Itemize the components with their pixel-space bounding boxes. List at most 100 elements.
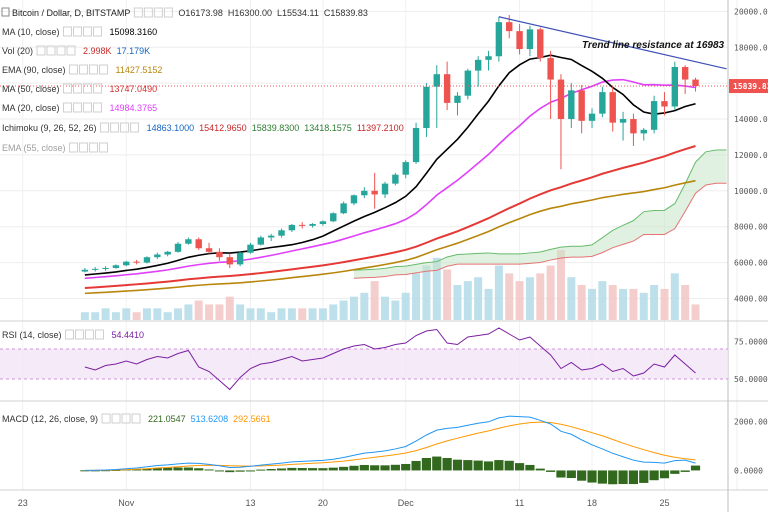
cloud-area: [353, 149, 727, 279]
candle-body: [205, 248, 213, 252]
date-tick-label: Nov: [118, 498, 135, 508]
volume-bar: [80, 312, 89, 320]
indicator-value: 11427.5152: [116, 65, 163, 75]
volume-bar: [153, 308, 162, 320]
volume-bar: [639, 292, 648, 320]
macd-histogram-bar: [680, 470, 690, 472]
volume-bar: [122, 308, 131, 320]
trend-line: [0, 16, 728, 87]
volume-bar: [163, 312, 172, 320]
candle-body: [537, 29, 544, 59]
candle-body: [278, 230, 285, 236]
volume-bar: [142, 308, 151, 320]
control-box: [100, 122, 110, 133]
macd-histogram-bar: [442, 457, 452, 471]
control-box: [101, 413, 111, 424]
volume-bar: [629, 288, 638, 320]
ema-90-line: [84, 179, 696, 295]
date-tick-label: 20: [318, 498, 328, 508]
indicator-label: MA (10, close): [2, 27, 60, 37]
volume-bar: [422, 265, 431, 320]
date-tick-label: 25: [659, 498, 669, 508]
collapse-icon: [1, 7, 10, 17]
candle-body: [247, 244, 254, 253]
candle-body: [257, 237, 265, 245]
control-box: [99, 64, 109, 75]
price-tick-label: 8000.00: [734, 223, 768, 232]
macd-histogram-bar: [390, 464, 400, 471]
candle-body: [361, 190, 368, 196]
volume-bar: [360, 292, 369, 320]
control-box: [153, 7, 163, 18]
volume-bar: [256, 308, 265, 320]
candle-body: [185, 239, 192, 244]
price-tick-label: 20000.00: [734, 7, 768, 16]
volume-bar: [474, 277, 483, 320]
macd-histogram-bar: [318, 468, 328, 471]
candle-body: [102, 267, 109, 269]
macd-value: 513.6208: [191, 414, 229, 424]
indicator-label: EMA (90, close): [2, 65, 66, 75]
candle-body: [495, 22, 503, 57]
price-tick-label: 12000.00: [734, 151, 768, 160]
macd-histogram-bar: [132, 469, 142, 471]
candle-body: [588, 113, 596, 121]
ohlc-value: O16173.98: [178, 8, 223, 18]
control-box: [99, 142, 109, 153]
control-box: [130, 122, 140, 133]
price-tick-label: 18000.00: [734, 43, 768, 52]
volume-bar: [619, 288, 628, 320]
volume-bar: [567, 277, 576, 320]
volume-bar: [453, 285, 462, 320]
volume-bar: [525, 277, 534, 320]
control-box: [79, 64, 89, 75]
control-box: [63, 83, 73, 94]
macd-histogram-bar: [152, 468, 162, 471]
candle-body: [371, 190, 378, 195]
volume-bar: [443, 269, 452, 320]
control-box: [69, 64, 79, 75]
candlestick-series: [81, 14, 699, 273]
ichimoku-cloud: [353, 149, 727, 279]
candle-body: [650, 101, 658, 130]
volume-bar: [370, 281, 379, 320]
candle-body: [330, 213, 337, 222]
macd-histogram-bar: [163, 467, 173, 471]
date-tick-label: Dec: [398, 498, 415, 508]
macd-histogram-bar: [256, 469, 266, 471]
candle-body: [412, 128, 420, 163]
candle-body: [174, 243, 182, 252]
trendline-resistance: [498, 16, 727, 70]
date-tick-label: 11: [515, 498, 524, 508]
macd-label: MACD (12, 26, close, 9): [2, 414, 98, 424]
control-box: [79, 142, 89, 153]
control-box: [89, 142, 99, 153]
macd-histogram-bar: [577, 470, 587, 481]
macd-histogram-bar: [183, 467, 193, 471]
volume-bar: [670, 273, 679, 320]
macd-histogram-bar: [328, 467, 338, 471]
candle-body: [609, 92, 616, 123]
indicator-value: 14984.3765: [110, 103, 158, 113]
macd-histogram-bar: [349, 465, 359, 471]
ohlc-value: L15534.11: [277, 8, 319, 18]
date-tick-label: 13: [245, 498, 255, 508]
candle-body: [164, 251, 171, 255]
macd-histogram-bar: [463, 460, 473, 471]
control-box: [83, 102, 93, 113]
indicator-value: 14863.1000: [147, 123, 195, 133]
volume-bar: [546, 265, 555, 320]
indicator-legend: Bitcoin / Dollar, D, BITSTAMP O16173.98 H1…: [1, 7, 404, 424]
macd-signal-line: [84, 421, 696, 471]
control-box: [46, 45, 56, 56]
macd-histogram-bar: [307, 468, 318, 471]
macd-histogram-bar: [297, 468, 307, 471]
candle-body: [454, 95, 461, 103]
candle-body: [516, 31, 523, 50]
volume-bar: [101, 308, 110, 320]
volume-bar: [194, 300, 203, 320]
candle-body: [568, 90, 575, 120]
candle-body: [92, 268, 99, 270]
